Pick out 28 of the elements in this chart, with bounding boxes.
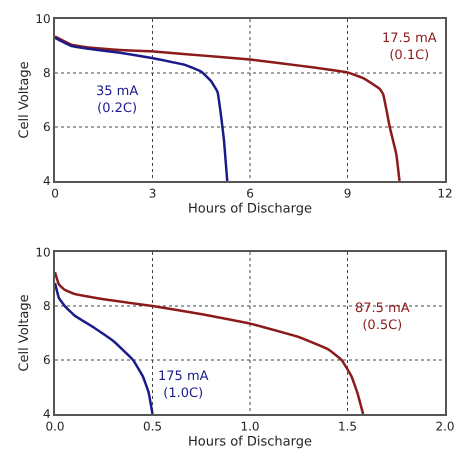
annotation: 175 mA (1.0C)	[158, 369, 209, 401]
x-tick-label: 0.5	[142, 419, 162, 434]
y-axis-title: Cell Voltage	[16, 61, 32, 139]
y-tick-label: 8	[42, 66, 51, 80]
y-tick-label: 10	[35, 12, 51, 26]
x-tick-label: 2.0	[435, 419, 455, 434]
annotation: 35 mA (0.2C)	[96, 84, 138, 116]
x-tick-label: 1.0	[240, 419, 260, 434]
annotation: 17.5 mA (0.1C)	[382, 31, 437, 63]
y-tick-label: 4	[42, 407, 51, 422]
y-tick-label: 10	[35, 245, 51, 260]
x-tick-label: 9	[344, 186, 352, 200]
x-tick-label: 12	[437, 186, 453, 200]
y-axis-title: Cell Voltage	[16, 294, 32, 372]
y-tick-label: 6	[42, 353, 51, 368]
annotation: 87.5 mA (0.5C)	[355, 301, 410, 333]
x-tick-label: 0	[51, 186, 59, 200]
line-series	[55, 36, 228, 181]
x-tick-label: 6	[246, 186, 254, 200]
x-tick-label: 3	[148, 186, 156, 200]
x-axis-title: Hours of Discharge	[188, 434, 312, 450]
x-axis-title: Hours of Discharge	[188, 201, 312, 216]
x-tick-label: 1.5	[338, 419, 358, 434]
y-tick-label: 8	[42, 299, 51, 314]
y-tick-label: 6	[42, 120, 51, 134]
line-series	[55, 282, 154, 414]
x-tick-label: 0.0	[45, 419, 65, 434]
y-tick-label: 4	[42, 174, 51, 188]
